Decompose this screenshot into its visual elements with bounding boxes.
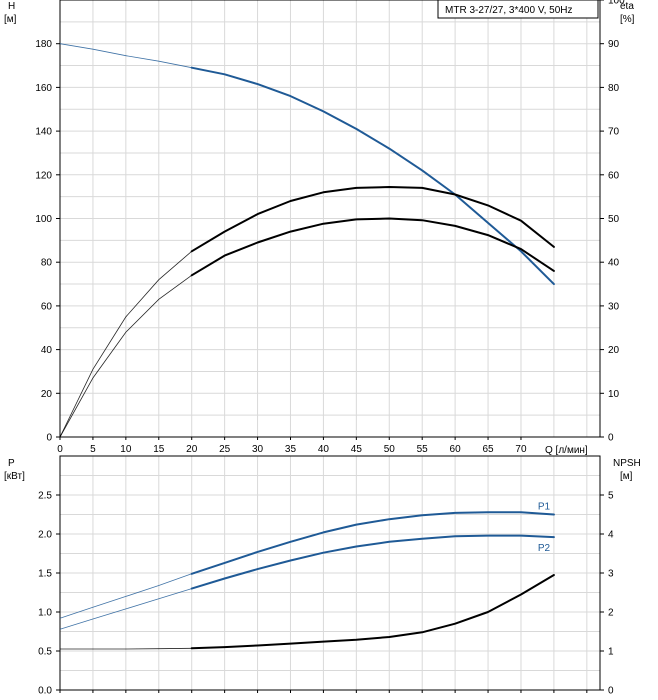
head-axis-unit: [м] (4, 14, 17, 25)
lower-right-tick-label: 3 (608, 569, 614, 580)
x-tick-label: 50 (384, 444, 396, 455)
p2-series-label: P2 (538, 543, 551, 554)
eta-axis-unit: [%] (620, 14, 635, 25)
upper-right-tick-label: 10 (608, 389, 620, 400)
upper-left-tick-label: 60 (41, 301, 53, 312)
x-tick-label: 20 (186, 444, 198, 455)
upper-tick-labels: 0204060801001201401601800102030405060708… (35, 0, 625, 455)
lower-right-tick-label: 5 (608, 491, 614, 502)
x-tick-label: 55 (417, 444, 429, 455)
upper-right-tick-label: 20 (608, 345, 620, 356)
lower-series-2-curve (190, 574, 555, 650)
upper-right-tick-label: 100 (608, 0, 625, 7)
upper-grid (59, 0, 600, 438)
upper-series-group (59, 43, 555, 438)
upper-series-2-curve (190, 217, 555, 277)
power-npsh-chart: P1 P2 0.0 0.5 1.0 1.5 2.0 2.5 0 1 2 3 4 5 P [кВт] NP… (4, 455, 641, 697)
upper-series-2-curve-extension (59, 274, 192, 438)
power-axis-label: P (8, 458, 15, 469)
upper-left-tick-label: 160 (35, 83, 52, 94)
upper-right-tick-label: 90 (608, 39, 620, 50)
lower-left-tick-label: 1.0 (38, 608, 52, 619)
x-tick-label: 60 (450, 444, 462, 455)
x-tick-label: 70 (515, 444, 527, 455)
power-axis-unit: [кВт] (4, 471, 25, 482)
lower-right-tick-label: 4 (608, 530, 614, 541)
upper-left-tick-label: 20 (41, 389, 53, 400)
lower-left-tick-label: 1.5 (38, 569, 52, 580)
lower-right-tick-label: 0 (608, 686, 614, 697)
npsh-axis-label: NPSH (613, 458, 641, 469)
x-tick-label: 30 (252, 444, 264, 455)
lower-series-2-curve-extension (60, 647, 192, 650)
x-tick-label: 40 (318, 444, 330, 455)
upper-right-tick-label: 70 (608, 127, 620, 138)
upper-right-tick-label: 80 (608, 83, 620, 94)
upper-left-tick-label: 80 (41, 258, 53, 269)
x-tick-label: 10 (120, 444, 132, 455)
lower-grid (59, 455, 600, 691)
p1-series-label: P1 (538, 502, 551, 513)
eta-axis-label: eta (620, 1, 634, 12)
lower-series-group: P1 P2 (59, 502, 555, 650)
upper-right-tick-label: 50 (608, 214, 620, 225)
head-efficiency-chart: 0204060801001201401601800102030405060708… (4, 0, 635, 456)
lower-left-tick-label: 0.5 (38, 647, 52, 658)
x-tick-label: 25 (219, 444, 231, 455)
x-tick-label: 15 (153, 444, 165, 455)
upper-series-0-curve-extension (59, 43, 192, 69)
upper-left-tick-label: 0 (46, 433, 52, 444)
chart-title: MTR 3-27/27, 3*400 V, 50Hz (445, 5, 572, 16)
lower-left-tick-label: 2.5 (38, 491, 52, 502)
lower-right-tick-label: 2 (608, 608, 614, 619)
upper-right-tick-label: 0 (608, 433, 614, 444)
x-tick-label: 0 (57, 444, 63, 455)
x-tick-label: 35 (285, 444, 297, 455)
upper-left-tick-label: 40 (41, 345, 53, 356)
lower-left-tick-label: 2.0 (38, 530, 52, 541)
x-tick-label: 5 (90, 444, 96, 455)
upper-series-0-curve (190, 66, 555, 286)
flow-axis-label: Q [л/мин] (545, 445, 588, 456)
p1-curve-extension (59, 573, 192, 619)
x-tick-label: 45 (351, 444, 363, 455)
title-box: MTR 3-27/27, 3*400 V, 50Hz (437, 0, 599, 19)
upper-left-tick-label: 120 (35, 170, 52, 181)
p2-curve-extension (59, 588, 192, 630)
lower-right-tick-label: 1 (608, 647, 614, 658)
lower-left-tick-label: 0.0 (38, 686, 52, 697)
upper-right-tick-label: 60 (608, 170, 620, 181)
upper-left-tick-label: 180 (35, 39, 52, 50)
p2-curve (190, 534, 555, 590)
x-tick-label: 65 (482, 444, 494, 455)
upper-right-tick-label: 40 (608, 258, 620, 269)
upper-left-tick-label: 140 (35, 127, 52, 138)
upper-series-1-curve-extension (59, 250, 192, 438)
upper-left-tick-label: 100 (35, 214, 52, 225)
upper-series-1-curve (190, 186, 555, 253)
head-axis-label: H (8, 1, 15, 12)
lower-tick-labels: 0.0 0.5 1.0 1.5 2.0 2.5 0 1 2 3 4 5 (38, 491, 614, 697)
upper-right-tick-label: 30 (608, 301, 620, 312)
p1-curve (190, 511, 555, 575)
npsh-axis-unit: [м] (620, 471, 633, 482)
